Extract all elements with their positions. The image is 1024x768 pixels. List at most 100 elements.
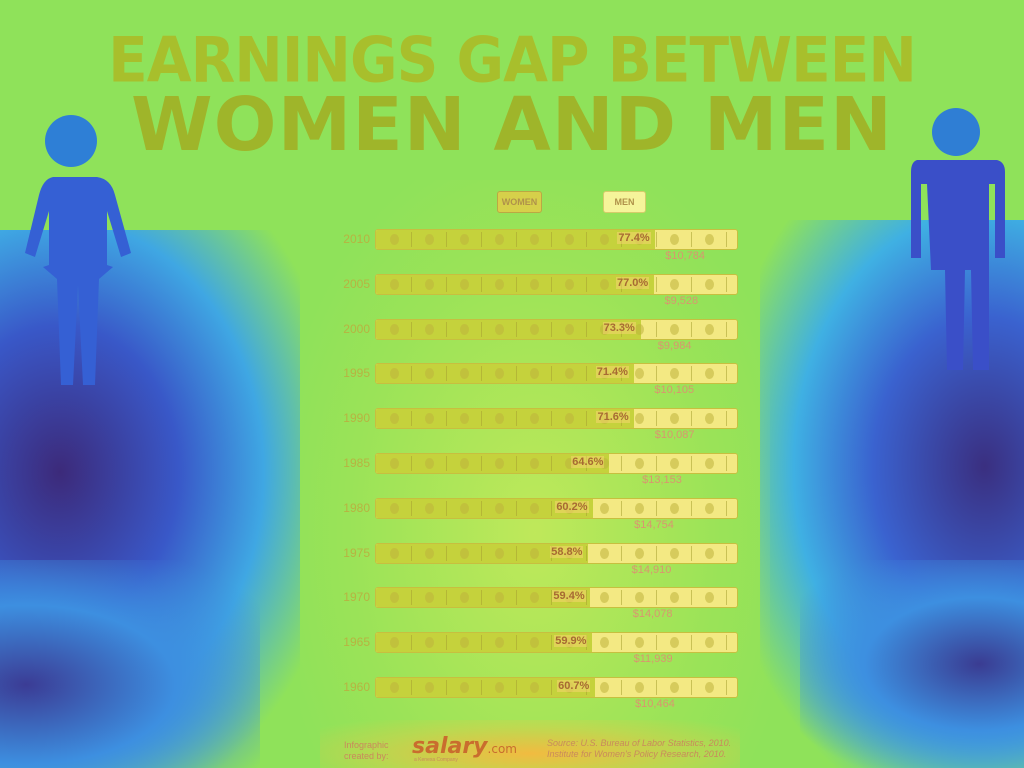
coin-icon — [482, 366, 517, 382]
year-label: 1980 — [343, 500, 370, 515]
gap-amount-label: $10,784 — [665, 250, 705, 262]
coin-icon — [587, 500, 622, 516]
chart-row-1980: 1980 60.2% $14,754 — [330, 497, 750, 542]
coin-icon — [377, 276, 412, 292]
coin-icon — [482, 635, 517, 651]
coin-icon — [657, 366, 692, 382]
chart-row-1965: 1965 59.9% $11,939 — [330, 632, 750, 676]
salary-logo: salary.com — [412, 734, 517, 759]
coin-icon — [622, 366, 657, 382]
coin-icon — [412, 411, 447, 427]
logo-main: salary — [412, 734, 488, 759]
women-percent-label: 77.4% — [617, 232, 651, 244]
men-earnings-bar: 58.8% — [375, 542, 738, 564]
coin-icon — [657, 321, 692, 337]
coin-icon — [692, 411, 727, 427]
women-bar — [376, 274, 654, 294]
coin-icon — [552, 500, 587, 516]
coin-icon — [447, 590, 482, 606]
coin-icon — [377, 321, 412, 337]
source-line-1: Source: U.S. Bureau of Labor Statistics,… — [547, 738, 732, 748]
coin-icon — [482, 456, 517, 471]
title-line-1: EARNINGS GAP BETWEEN — [108, 23, 917, 97]
coin-icon — [622, 635, 657, 651]
gap-amount-label: $14,078 — [632, 608, 673, 621]
man-figure-icon — [905, 108, 1010, 378]
coin-icon — [412, 590, 447, 606]
coin-icon — [657, 545, 692, 561]
men-earnings-bar: 59.9% — [375, 632, 738, 654]
woman-figure-icon — [15, 115, 135, 390]
left-cliff-lower — [0, 560, 260, 768]
coin-icon — [692, 232, 727, 247]
coin-icon — [587, 545, 622, 561]
coin-icon — [482, 321, 517, 337]
chart-row-1975: 1975 58.8% $14,910 — [330, 542, 750, 587]
gap-amount-label: $14,910 — [631, 563, 672, 576]
chart-row-2005: 2005 77.0% $9,528 — [330, 273, 750, 318]
men-earnings-bar: 64.6% — [375, 453, 738, 474]
coin-icon — [517, 590, 552, 606]
coin-icon — [517, 680, 552, 695]
coin-icon — [412, 635, 447, 651]
women-percent-label: 71.6% — [596, 411, 630, 424]
coin-icon — [447, 680, 482, 695]
coin-icon — [517, 321, 552, 337]
coin-icon — [552, 411, 587, 427]
coin-icon — [657, 680, 692, 695]
coin-icon — [447, 545, 482, 561]
coin-icon — [517, 500, 552, 516]
coin-icon — [517, 276, 552, 292]
coin-icon — [482, 232, 517, 247]
coin-icon — [692, 545, 727, 561]
chart-row-1995: 1995 71.4% $10,105 — [330, 363, 750, 407]
year-label: 1985 — [343, 456, 370, 470]
coin-icon — [692, 321, 727, 337]
coin-icon — [587, 321, 622, 337]
chart-row-1960: 1960 60.7% $10,464 — [330, 677, 750, 721]
coin-icon — [622, 456, 657, 471]
legend-men: MEN — [603, 191, 646, 213]
coin-icon — [657, 500, 692, 516]
coin-icon — [692, 635, 727, 651]
coin-icon — [377, 456, 412, 471]
coin-icon — [377, 545, 412, 561]
coin-icon — [692, 456, 727, 471]
coin-icon — [412, 366, 447, 382]
coin-icon — [412, 232, 447, 247]
coin-icon — [622, 500, 657, 516]
coin-icon — [482, 500, 517, 516]
coin-icon — [552, 366, 587, 382]
women-percent-label: 64.6% — [571, 456, 605, 468]
coin-icon — [552, 321, 587, 337]
gap-amount-label: $10,464 — [635, 698, 675, 710]
logo-suffix: .com — [487, 742, 517, 756]
coin-icon — [447, 232, 482, 247]
coin-icon — [692, 500, 727, 516]
coin-icon — [692, 680, 727, 695]
coin-icon — [622, 680, 657, 695]
coin-icon — [622, 590, 657, 606]
coin-icon — [447, 321, 482, 337]
coin-icon — [622, 321, 657, 337]
women-percent-label: 60.2% — [555, 500, 589, 513]
gap-amount-label: $11,939 — [633, 653, 673, 666]
coin-icon — [552, 456, 587, 471]
coin-icon — [552, 635, 587, 651]
coin-icon — [587, 366, 622, 382]
chart-row-2010: 2010 77.4% $10,784 — [330, 229, 750, 273]
year-label: 1965 — [343, 635, 370, 650]
women-bar — [376, 454, 610, 473]
coin-icon — [657, 276, 692, 292]
coin-icon — [552, 680, 587, 695]
gap-amount-label: $10,087 — [654, 429, 695, 442]
coin-icon — [447, 635, 482, 651]
credit-text: Infographic created by: — [344, 740, 389, 762]
coin-icon — [412, 500, 447, 516]
men-earnings-bar: 77.0% — [375, 273, 738, 295]
coin-icon — [692, 590, 727, 606]
coin-icon — [587, 635, 622, 651]
coin-icon — [517, 411, 552, 427]
men-earnings-bar: 59.4% — [375, 587, 738, 609]
coin-icon — [657, 411, 692, 427]
